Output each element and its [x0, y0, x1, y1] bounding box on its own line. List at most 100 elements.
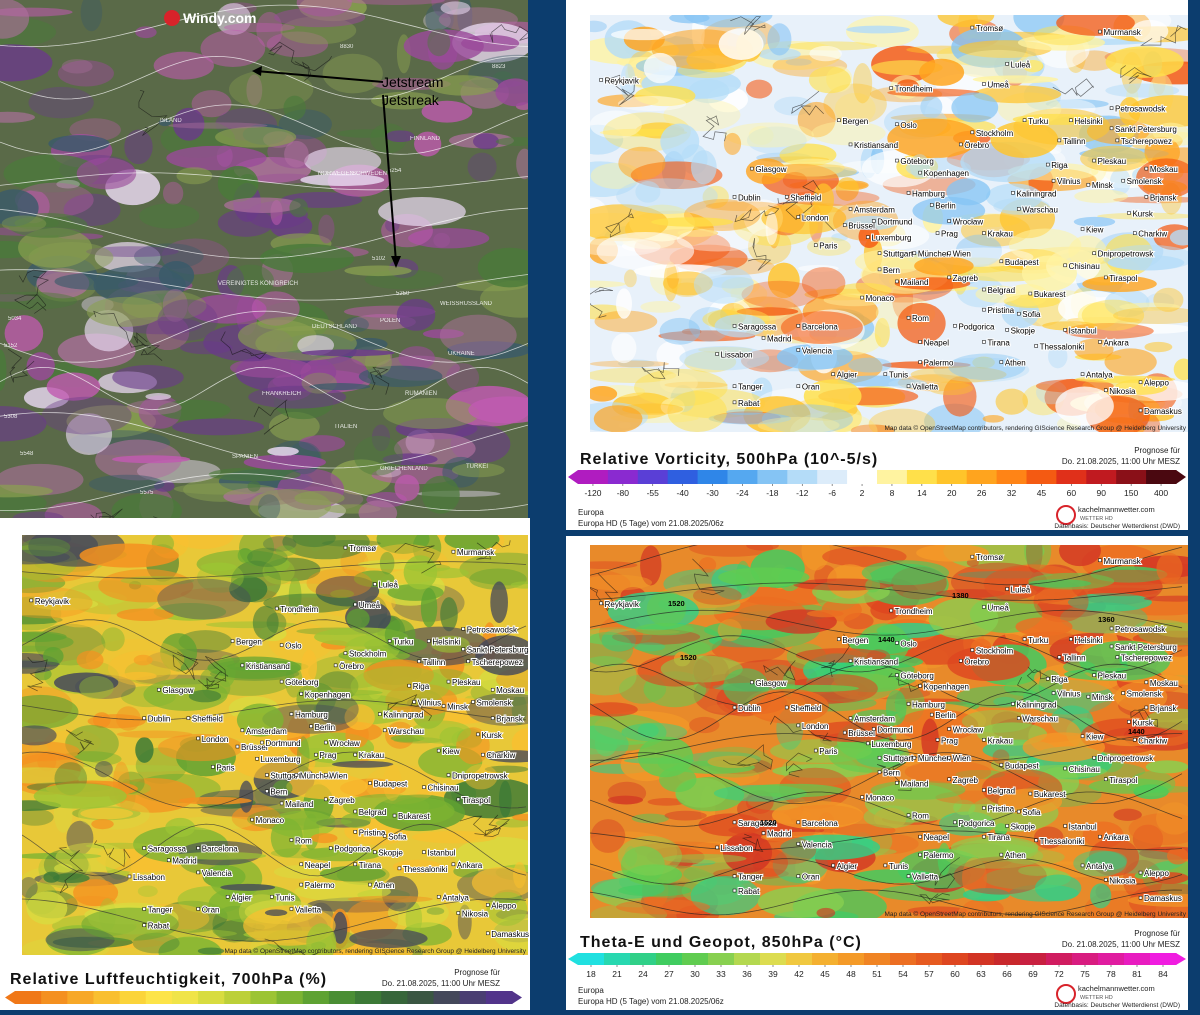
city-label: Reykjavik [605, 600, 640, 609]
city-label: Oslo [285, 642, 302, 651]
map-texture [405, 901, 423, 936]
map-texture [14, 216, 59, 230]
map-texture [145, 393, 172, 401]
contour-line [22, 699, 527, 721]
city-label: Saragossa [148, 845, 187, 854]
city-label: Monaco [256, 816, 285, 825]
map-texture [1133, 784, 1169, 800]
map-texture [0, 44, 53, 82]
city-label: Bukarest [398, 812, 430, 821]
map-texture [937, 15, 995, 28]
contour-line [590, 582, 1183, 601]
map-texture [596, 231, 695, 271]
map-texture [617, 835, 682, 876]
brand-sub: WETTER HD [1080, 995, 1113, 1001]
city-marker [1063, 766, 1067, 771]
map-texture [74, 674, 136, 699]
contour-line [0, 269, 528, 301]
city-label: Tallinn [423, 658, 446, 667]
windy-brand: Windy.com [183, 10, 257, 26]
pressure-label: 5250 [396, 291, 410, 297]
city-marker [324, 797, 328, 802]
map-texture [410, 720, 472, 744]
colorbar-swatch [656, 953, 683, 965]
attribution: Map data © OpenStreetMap contributors, r… [884, 424, 1186, 432]
map-texture [427, 28, 451, 57]
vorticity-map [590, 15, 1188, 432]
map-texture [993, 197, 1050, 215]
colorbar-swatch [734, 953, 761, 965]
map-texture [1074, 375, 1176, 383]
map-texture [310, 833, 338, 844]
tick-label: -30 [706, 488, 719, 498]
map-texture [22, 586, 93, 619]
map-texture [267, 446, 299, 456]
map-texture [80, 807, 134, 820]
city-marker [848, 659, 853, 663]
city-marker [274, 606, 279, 611]
city-marker [1109, 106, 1114, 110]
city-label: Stuttgart [883, 754, 914, 763]
city-label: Neapel [924, 338, 950, 347]
tick-label: -40 [677, 488, 690, 498]
coastline [58, 847, 84, 894]
contour-line [0, 366, 528, 411]
city-label: Minsk [447, 702, 469, 711]
city-label: Zagreb [329, 796, 355, 805]
city-label: Oslo [900, 121, 917, 130]
city-label: Prag [941, 736, 958, 745]
brand-logo [1056, 505, 1076, 525]
map-texture [897, 302, 946, 345]
map-texture [590, 561, 638, 570]
city-marker [1051, 178, 1056, 183]
map-texture [516, 148, 528, 180]
city-label: Kaliningrad [383, 711, 423, 720]
map-texture [86, 246, 179, 258]
city-label: Tirana [987, 338, 1010, 347]
city-marker [871, 727, 876, 731]
colorbar-swatch [1116, 470, 1147, 484]
city-label: Wien [329, 771, 347, 780]
city-marker [279, 643, 284, 647]
city-label: Valencia [802, 840, 833, 849]
city-label: Zagreb [953, 274, 979, 283]
map-texture [1086, 851, 1128, 871]
contour-line [0, 55, 528, 100]
city-marker [796, 874, 801, 878]
map-texture [1004, 849, 1065, 865]
map-texture [66, 896, 117, 907]
city-label: Oran [802, 873, 820, 882]
city-marker [1022, 118, 1027, 122]
map-texture [590, 819, 626, 853]
city-marker [1138, 408, 1143, 413]
city-label: Podgorica [958, 819, 995, 828]
city-marker [871, 219, 876, 223]
city-label: Stuttgart [883, 250, 914, 259]
map-texture [881, 361, 971, 369]
coastline [727, 833, 764, 852]
city-label: Örebro [964, 657, 989, 666]
colorbar-swatch [578, 953, 605, 965]
city-marker [481, 752, 485, 757]
map-texture [239, 780, 254, 813]
map-texture [80, 0, 103, 32]
map-texture [943, 376, 977, 417]
city-label: Smolensk [1127, 690, 1163, 699]
map-texture [471, 866, 528, 899]
colorbar-swatch [355, 991, 382, 1004]
city-marker [309, 724, 313, 729]
city-marker [441, 704, 446, 708]
city-marker [456, 797, 461, 802]
map-texture [43, 871, 60, 883]
city-label: Tallinn [1063, 137, 1086, 146]
map-texture [758, 163, 857, 180]
map-texture [953, 799, 976, 816]
tick-label: 42 [794, 969, 804, 979]
map-texture [680, 641, 711, 656]
city-marker [289, 907, 294, 911]
country-label: SCHWEDEN [352, 171, 387, 177]
tick-label: -6 [828, 488, 836, 498]
city-marker [461, 627, 465, 631]
city-marker [373, 582, 377, 586]
map-texture [446, 363, 480, 393]
